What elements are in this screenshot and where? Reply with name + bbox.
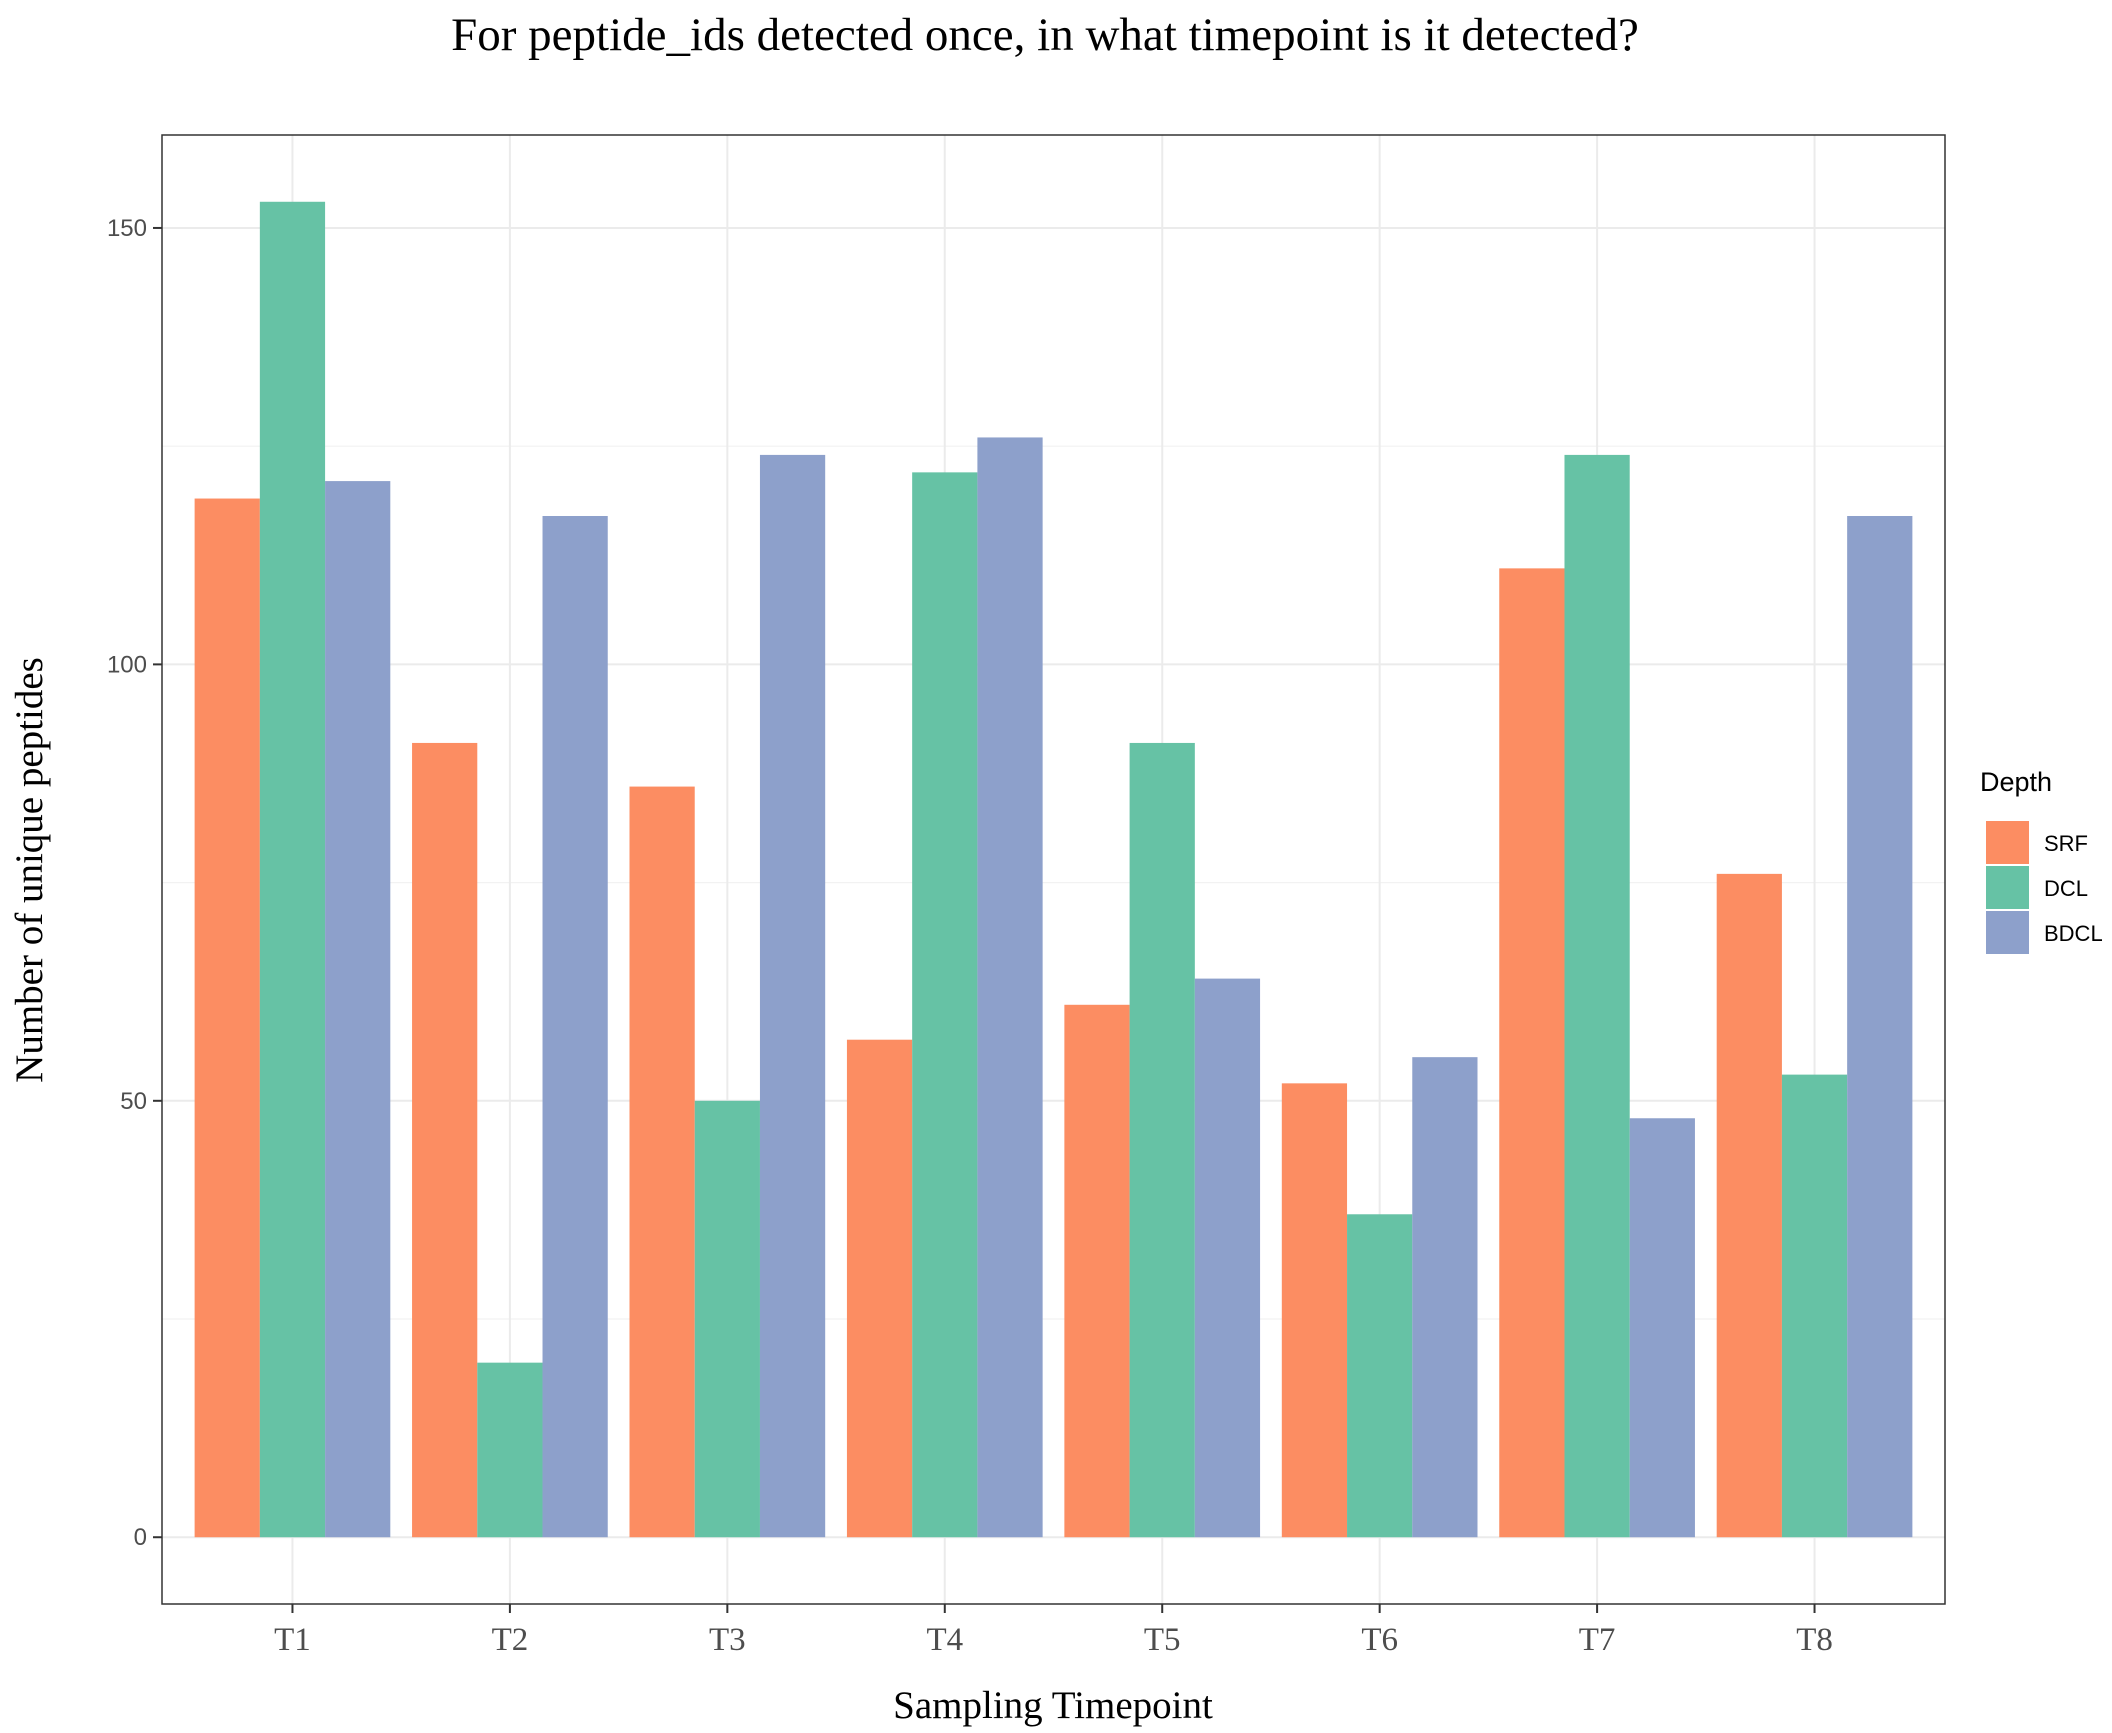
bar-t2-bdcl bbox=[542, 515, 608, 1538]
bar-t8-dcl bbox=[1781, 1074, 1848, 1538]
y-tick-label: 100 bbox=[107, 651, 147, 678]
y-tick-label: 50 bbox=[120, 1088, 147, 1115]
x-axis-title: Sampling Timepoint bbox=[893, 1684, 1213, 1727]
bar-t1-bdcl bbox=[325, 481, 391, 1538]
x-tick-label: T7 bbox=[1579, 1622, 1616, 1658]
y-axis-title: Number of unique peptides bbox=[8, 657, 51, 1083]
x-tick-label: T8 bbox=[1796, 1622, 1833, 1658]
bar-t5-srf bbox=[1064, 1004, 1130, 1538]
x-tick-label: T4 bbox=[926, 1622, 963, 1658]
bar-t6-bdcl bbox=[1412, 1057, 1478, 1538]
legend-key-srf bbox=[1984, 819, 2031, 866]
bar-t5-bdcl bbox=[1194, 978, 1261, 1538]
legend-label-dcl: DCL bbox=[2044, 876, 2088, 901]
bar-t6-srf bbox=[1281, 1083, 1348, 1538]
bar-t2-dcl bbox=[477, 1362, 543, 1538]
bar-t4-srf bbox=[846, 1039, 913, 1538]
chart-title: For peptide_ids detected once, in what t… bbox=[451, 9, 1639, 61]
bar-t8-bdcl bbox=[1847, 515, 1913, 1538]
bar-t4-bdcl bbox=[977, 437, 1043, 1538]
y-tick-label: 0 bbox=[134, 1524, 147, 1551]
bar-t7-dcl bbox=[1564, 454, 1630, 1538]
x-tick-label: T6 bbox=[1361, 1622, 1398, 1658]
bar-t7-bdcl bbox=[1629, 1118, 1695, 1538]
bar-t8-srf bbox=[1716, 873, 1782, 1538]
bar-t7-srf bbox=[1499, 568, 1565, 1538]
bar-t6-dcl bbox=[1347, 1214, 1413, 1538]
bar-t2-srf bbox=[412, 742, 478, 1538]
y-tick-label: 150 bbox=[107, 215, 147, 242]
x-tick-label: T3 bbox=[709, 1622, 746, 1658]
legend: Depth SRF DCL BDCL bbox=[1980, 767, 2103, 956]
bar-t3-dcl bbox=[694, 1100, 760, 1538]
legend-title: Depth bbox=[1980, 767, 2052, 797]
bar-t1-srf bbox=[194, 498, 260, 1538]
x-axis: T1 T2 T3 T4 T5 T6 T7 T8 bbox=[274, 1604, 1833, 1658]
x-tick-label: T2 bbox=[492, 1622, 529, 1658]
bar-t3-srf bbox=[629, 786, 695, 1538]
legend-key-bdcl bbox=[1984, 909, 2031, 956]
legend-label-srf: SRF bbox=[2044, 831, 2088, 856]
legend-label-bdcl: BDCL bbox=[2044, 921, 2103, 946]
bar-t4-dcl bbox=[912, 472, 978, 1538]
bar-t3-bdcl bbox=[759, 454, 826, 1538]
bar-t1-dcl bbox=[259, 201, 326, 1538]
legend-key-dcl bbox=[1984, 864, 2031, 911]
x-tick-label: T5 bbox=[1144, 1622, 1181, 1658]
y-axis: 0 50 100 150 bbox=[107, 215, 162, 1551]
legend-items: SRF DCL BDCL bbox=[1984, 819, 2103, 956]
bar-t5-dcl bbox=[1129, 742, 1195, 1538]
x-tick-label: T1 bbox=[274, 1622, 311, 1658]
bars bbox=[194, 201, 1913, 1538]
plot-panel bbox=[161, 134, 1946, 1605]
